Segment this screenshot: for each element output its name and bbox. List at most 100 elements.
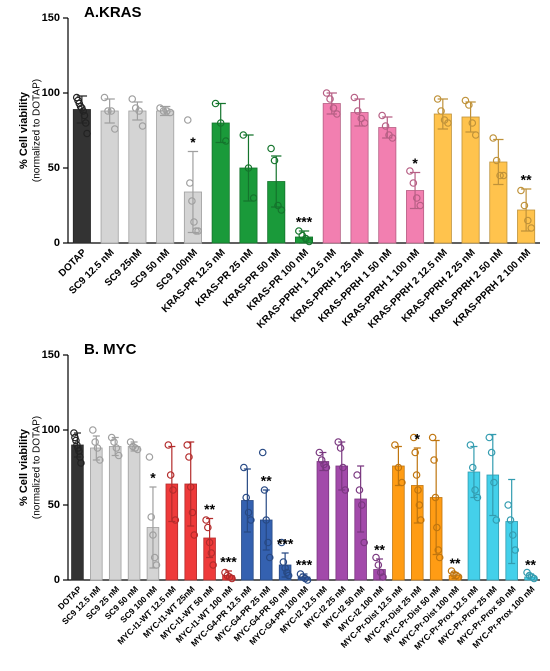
data-point (239, 131, 248, 139)
data-point (530, 574, 538, 583)
significance: *** (220, 554, 237, 570)
data-point (376, 568, 385, 577)
data-point (354, 107, 362, 115)
bar (350, 112, 369, 244)
data-point (228, 574, 236, 583)
data-point (412, 194, 421, 202)
data-point (107, 433, 116, 442)
data-point (104, 107, 112, 115)
data-point (159, 107, 168, 115)
data-point (128, 95, 137, 103)
significance: ** (261, 473, 272, 489)
data-point (509, 531, 517, 539)
significance: ** (450, 555, 461, 571)
data-point (504, 501, 512, 509)
data-point (372, 553, 380, 562)
data-point (461, 96, 470, 105)
data-point (468, 119, 477, 127)
data-point (409, 179, 418, 187)
error-bar (168, 445, 176, 523)
data-point (414, 486, 422, 494)
data-point (358, 501, 366, 509)
data-point (412, 471, 421, 479)
data-point (171, 516, 180, 524)
data-point (511, 546, 519, 554)
data-point (185, 453, 193, 461)
data-point (93, 444, 102, 452)
data-point (166, 471, 175, 479)
data-point (277, 538, 286, 547)
data-point (317, 456, 326, 464)
bar (71, 444, 84, 581)
data-point (72, 436, 80, 445)
data-point (416, 516, 425, 524)
data-point (135, 107, 143, 115)
data-point (496, 171, 504, 180)
y-tick-label: 50 (48, 499, 60, 511)
data-point (267, 144, 275, 153)
data-point (100, 93, 109, 102)
bar (322, 103, 341, 244)
data-point (411, 448, 419, 457)
significance: ** (521, 172, 532, 188)
bar (72, 109, 91, 244)
data-point (166, 108, 175, 117)
data-point (431, 493, 440, 502)
bar (128, 110, 147, 244)
data-point (406, 167, 414, 175)
data-point (433, 95, 442, 103)
data-point (147, 513, 156, 521)
data-point (326, 95, 334, 103)
data-point (244, 164, 253, 172)
data-point (216, 119, 225, 127)
data-point (205, 538, 214, 547)
data-point (492, 516, 501, 524)
data-point (398, 478, 406, 487)
y-axis-label: % Cell viability (18, 428, 30, 506)
bar (127, 446, 141, 581)
data-point (111, 125, 119, 133)
data-point (163, 107, 171, 115)
data-point (211, 99, 220, 108)
bar (316, 461, 330, 581)
significance: * (412, 155, 418, 171)
significance: * (415, 431, 421, 447)
data-point (378, 111, 386, 120)
data-point (133, 445, 142, 454)
data-point (468, 463, 477, 472)
data-point (265, 553, 274, 562)
data-point (487, 448, 496, 457)
data-point (126, 438, 135, 446)
significance: *** (296, 214, 313, 230)
data-point (473, 493, 482, 502)
y-tick-label: 100 (42, 87, 60, 99)
y-tick-label: 0 (54, 574, 60, 586)
data-point (416, 201, 425, 210)
data-point (190, 218, 198, 226)
error-bar (493, 138, 504, 186)
significance: * (190, 134, 196, 150)
y-axis-label: % Cell viability (18, 91, 30, 169)
data-point (388, 134, 397, 142)
data-point (506, 516, 515, 524)
data-point (454, 573, 463, 581)
y-tick-label: 50 (48, 162, 60, 174)
data-point (149, 531, 157, 539)
data-point (489, 134, 497, 142)
y-tick-label: 100 (42, 424, 60, 436)
data-point (249, 194, 258, 202)
bar (100, 110, 119, 244)
data-point (360, 538, 368, 547)
significance: ** (374, 542, 385, 558)
data-point (374, 561, 383, 569)
data-point (360, 119, 369, 127)
panel-title: B. MYC (84, 341, 137, 358)
bar (156, 110, 175, 244)
data-point (244, 508, 253, 517)
y-tick-label: 0 (54, 237, 60, 249)
data-point (164, 441, 173, 449)
data-point (77, 459, 85, 467)
panel-title: A.KRAS (84, 4, 142, 21)
data-point (80, 111, 89, 120)
data-point (466, 441, 475, 449)
